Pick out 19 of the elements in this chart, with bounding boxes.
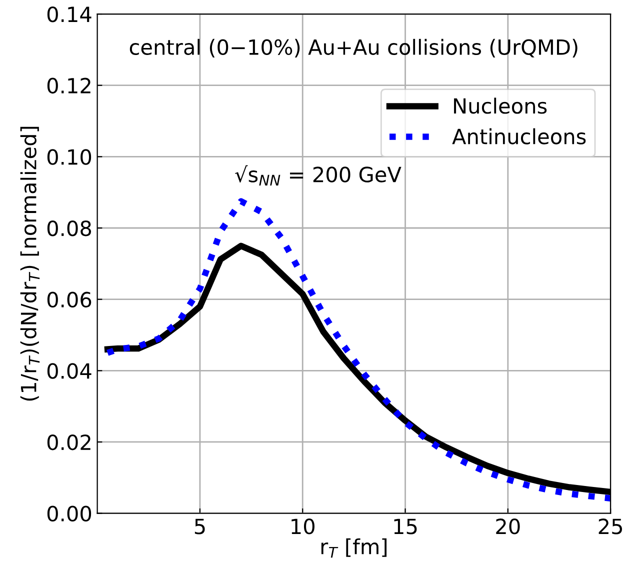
annotation: √s$_{NN}$ = 200 GeV [235,165,402,186]
x-axis-title: r$_{T}$ [fm] [321,538,387,558]
x-tick-label: 20 [496,518,520,534]
y-tick-label: 0.10 [47,149,92,165]
x-tick-label: 5 [194,518,205,534]
y-tick-label: 0.06 [47,292,92,308]
y-axis-title: (1/r$_{T}$)(dN/dr$_{T}$) [normalized] [20,126,40,401]
y-tick-label: 0.04 [47,363,92,379]
y-tick-label: 0.02 [47,434,90,450]
x-tick-label: 25 [598,518,622,534]
y-tick-label: 0.00 [47,506,92,522]
y-tick-label: 0.14 [47,6,92,22]
y-tick-label: 0.08 [47,220,92,236]
x-tick-label: 15 [394,518,417,534]
legend-label: Antinucleons [452,128,586,144]
y-tick-label: 0.12 [47,78,90,94]
x-tick-label: 10 [292,518,314,534]
legend-label: Nucleons [454,98,547,114]
annotation: central (0−10%) Au+Au collisions (UrQMD) [130,38,578,58]
